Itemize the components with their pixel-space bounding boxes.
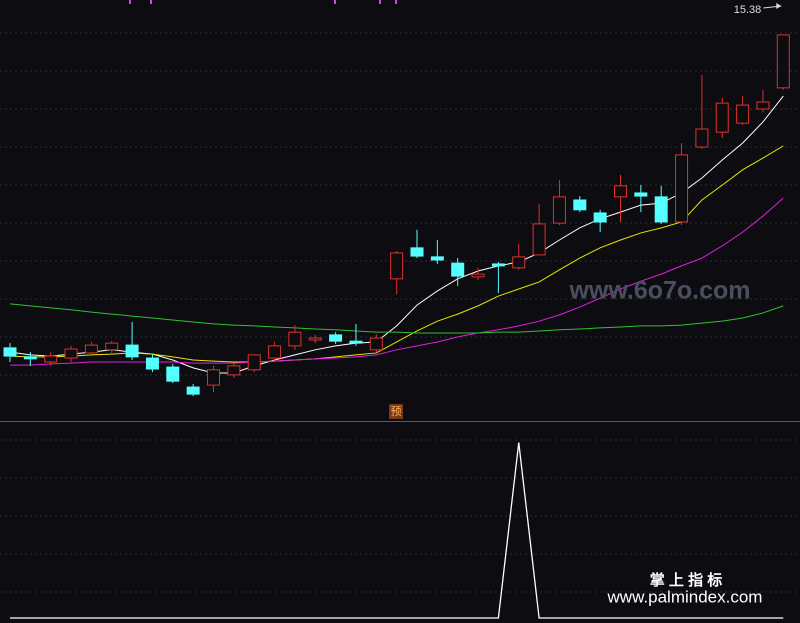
indicator-line <box>10 442 784 619</box>
top-mark <box>395 0 397 4</box>
candle-body <box>227 365 241 376</box>
badge: 预 <box>391 405 402 418</box>
candle-body <box>349 340 363 344</box>
candle-body <box>491 263 505 267</box>
candle-body <box>715 102 729 133</box>
brand: 掌 上 指 标 <box>650 571 723 589</box>
candle-body <box>634 192 648 197</box>
candle-body <box>268 345 282 359</box>
grid <box>0 32 800 593</box>
candle-body <box>736 104 750 124</box>
candle-body <box>288 331 302 347</box>
candle-body <box>451 262 465 277</box>
top-mark <box>129 0 131 4</box>
top-mark <box>150 0 152 4</box>
high-arrow-head <box>776 3 782 9</box>
top-mark <box>379 0 381 4</box>
ma-line <box>9 145 784 363</box>
ma-line <box>10 197 784 366</box>
candle-body <box>593 212 607 223</box>
ma-line <box>9 303 784 334</box>
candle-body <box>471 273 485 278</box>
candle-body <box>573 199 587 211</box>
candle-body <box>390 252 404 280</box>
candle-body <box>247 354 261 371</box>
watermark: www.6o7o.com <box>568 277 750 305</box>
candle-body <box>64 348 78 359</box>
candle-body <box>695 128 709 148</box>
candle-body <box>308 337 322 341</box>
candle-body <box>105 342 119 351</box>
candle-body <box>145 357 159 370</box>
candle-body <box>756 101 770 110</box>
candle-body <box>512 256 526 269</box>
candle-body <box>614 185 627 198</box>
badge-box <box>389 404 403 419</box>
candle-body <box>3 347 17 357</box>
candle-body <box>166 366 180 382</box>
candle-body <box>23 356 37 360</box>
candle-body <box>369 337 383 351</box>
candle-body <box>552 196 566 224</box>
site: www.palmindex.com <box>607 587 763 606</box>
candle-body <box>675 154 689 223</box>
candle-body <box>84 344 98 354</box>
candle-body <box>329 334 343 342</box>
candle-body <box>125 344 139 358</box>
candle-body <box>654 196 668 223</box>
top-mark <box>334 0 336 4</box>
ma-line <box>9 95 784 374</box>
candle-body <box>207 369 220 386</box>
candle-body <box>532 223 546 256</box>
candle-body <box>776 34 790 89</box>
candle-body <box>410 247 424 257</box>
candle-body <box>430 256 444 261</box>
candle-body <box>44 355 58 363</box>
top-marks <box>129 0 397 4</box>
high-label: 15.38 <box>734 4 762 16</box>
candle-body <box>186 386 200 395</box>
